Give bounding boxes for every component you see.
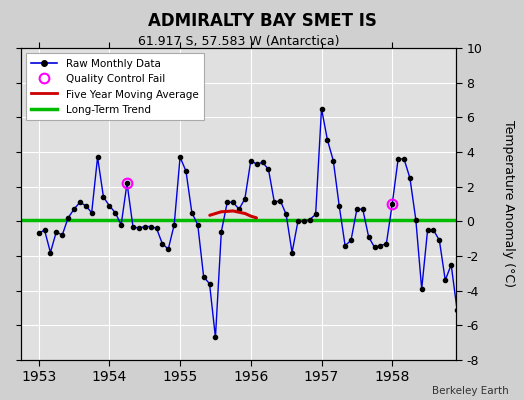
Text: Berkeley Earth: Berkeley Earth — [432, 386, 508, 396]
Title: 61.917 S, 57.583 W (Antarctica): 61.917 S, 57.583 W (Antarctica) — [138, 35, 339, 48]
Y-axis label: Temperature Anomaly (°C): Temperature Anomaly (°C) — [501, 120, 515, 288]
Legend: Raw Monthly Data, Quality Control Fail, Five Year Moving Average, Long-Term Tren: Raw Monthly Data, Quality Control Fail, … — [26, 53, 204, 120]
Text: ADMIRALTY BAY SMET IS: ADMIRALTY BAY SMET IS — [148, 12, 376, 30]
